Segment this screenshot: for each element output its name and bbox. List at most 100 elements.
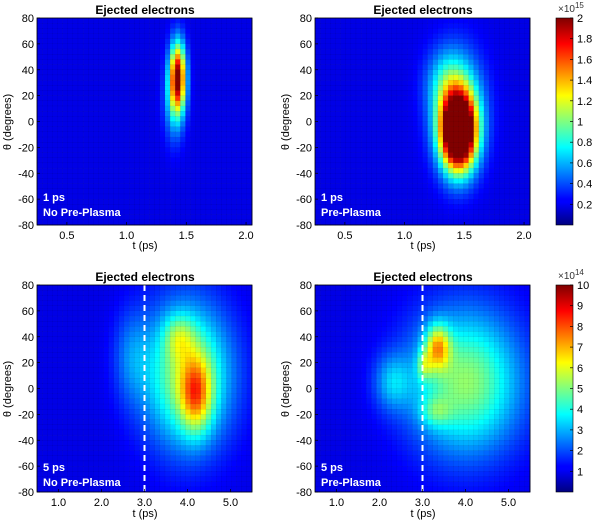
heatmap-cell <box>134 429 140 436</box>
heatmap-cell <box>340 59 347 65</box>
heatmap-cell <box>391 126 398 133</box>
heatmap-cell <box>118 199 125 205</box>
heatmap-cell <box>319 69 326 76</box>
heatmap-cell <box>221 321 227 327</box>
heatmap-cell <box>113 300 120 307</box>
heatmap-cell <box>144 111 151 117</box>
heatmap-cell <box>72 17 79 24</box>
heatmap-cell <box>463 38 469 45</box>
heatmap-cell <box>335 167 342 174</box>
heatmap-cell <box>371 173 377 179</box>
heatmap-cell <box>335 95 342 102</box>
heatmap-cell <box>180 105 186 112</box>
y-tick-label: 60 <box>22 39 34 51</box>
heatmap-cell <box>432 147 439 153</box>
heatmap-cell <box>41 162 48 169</box>
heatmap-cell <box>164 424 171 431</box>
heatmap-cell <box>504 69 510 76</box>
heatmap-cell <box>407 105 413 112</box>
heatmap-cell <box>195 336 202 343</box>
heatmap-cell <box>371 105 377 112</box>
heatmap-cell <box>226 219 232 226</box>
heatmap-cell <box>67 331 74 338</box>
heatmap-cell <box>41 378 48 384</box>
heatmap-cell <box>453 152 459 159</box>
heatmap-cell <box>149 116 156 122</box>
heatmap-cell <box>159 126 166 133</box>
heatmap-cell <box>205 23 212 29</box>
heatmap-cell <box>41 305 48 312</box>
heatmap-cell <box>432 183 439 190</box>
heatmap-cell <box>241 419 248 426</box>
heatmap-cell <box>149 290 156 296</box>
heatmap-cell <box>134 341 140 348</box>
heatmap-cell <box>355 162 362 169</box>
heatmap-cell <box>77 409 84 415</box>
heatmap-cell <box>67 162 74 169</box>
heatmap-cell <box>72 310 79 317</box>
heatmap-cell <box>123 193 130 200</box>
heatmap-cell <box>57 336 64 343</box>
heatmap-cell <box>159 362 166 369</box>
heatmap-cell <box>221 331 227 338</box>
heatmap-cell <box>190 310 197 317</box>
heatmap-cell <box>524 69 531 76</box>
heatmap-cell <box>241 131 248 138</box>
heatmap-cell <box>98 414 104 420</box>
heatmap-cell <box>185 321 191 327</box>
heatmap-cell <box>57 434 64 441</box>
heatmap-cell <box>314 136 321 143</box>
heatmap-cell <box>36 341 43 348</box>
heatmap-cell <box>41 419 48 426</box>
heatmap-cell <box>123 383 130 389</box>
heatmap-cell <box>190 173 197 179</box>
heatmap-cell <box>427 121 434 128</box>
heatmap-cell <box>231 59 238 65</box>
heatmap-cell <box>149 167 156 174</box>
heatmap-cell <box>216 33 222 40</box>
heatmap-cell <box>345 33 352 40</box>
heatmap-cell <box>519 142 526 148</box>
heatmap-cell <box>62 105 69 112</box>
heatmap-cell <box>77 188 84 195</box>
heatmap-cell <box>236 162 243 169</box>
heatmap-cell <box>134 173 140 179</box>
heatmap-cell <box>345 126 352 133</box>
heatmap-cell <box>319 85 326 91</box>
heatmap-cell <box>468 173 475 179</box>
heatmap-cell <box>129 111 135 117</box>
heatmap-cell <box>447 142 454 148</box>
heatmap-cell <box>376 199 382 205</box>
heatmap-cell <box>134 471 140 477</box>
heatmap-cell <box>88 193 94 200</box>
heatmap-cell <box>164 126 171 133</box>
heatmap-cell <box>463 116 469 122</box>
heatmap-cell <box>67 409 74 415</box>
heatmap-cell <box>67 199 74 205</box>
heatmap-cell <box>236 204 243 210</box>
heatmap-cell <box>190 460 197 467</box>
heatmap-cell <box>98 429 104 436</box>
heatmap-cell <box>325 17 331 24</box>
heatmap-cell <box>401 33 408 40</box>
heatmap-cell <box>57 157 64 164</box>
heatmap-cell <box>47 17 53 24</box>
heatmap-cell <box>180 214 186 221</box>
heatmap-cell <box>164 136 171 143</box>
heatmap-cell <box>340 23 347 29</box>
heatmap-cell <box>149 409 156 415</box>
heatmap-cell <box>82 419 89 426</box>
heatmap-cell <box>103 284 110 291</box>
heatmap-cell <box>67 95 74 102</box>
heatmap-cell <box>355 90 362 97</box>
heatmap-cell <box>488 199 495 205</box>
heatmap-cell <box>195 85 202 91</box>
heatmap-cell <box>221 193 227 200</box>
heatmap-cell <box>355 178 362 185</box>
x-tick-label: 2.0 <box>516 230 531 242</box>
heatmap-cell <box>325 173 331 179</box>
heatmap-cell <box>159 105 166 112</box>
heatmap-cell <box>57 48 64 55</box>
heatmap-cell <box>325 28 331 34</box>
heatmap-cell <box>41 409 48 415</box>
